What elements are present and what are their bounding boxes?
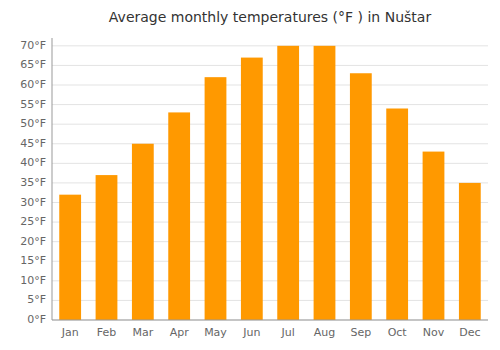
bar: [241, 58, 263, 320]
x-tick-label: Aug: [314, 326, 335, 339]
grid-line: [52, 143, 488, 144]
bar: [96, 175, 118, 320]
y-tick-label: 5°F: [27, 293, 46, 306]
grid-line: [52, 85, 488, 86]
bar: [168, 112, 190, 320]
x-tick-label: Feb: [97, 326, 116, 339]
x-tick-label: Jul: [281, 326, 295, 339]
y-tick-label: 35°F: [20, 176, 46, 189]
x-tick-label: May: [204, 326, 227, 339]
x-tick-label: Oct: [388, 326, 408, 339]
bar: [59, 195, 81, 320]
bar: [314, 46, 336, 320]
x-tick-label: Dec: [459, 326, 480, 339]
y-axis-line: [52, 38, 53, 320]
bar: [205, 77, 227, 320]
y-tick-label: 0°F: [27, 313, 46, 326]
grid-line: [52, 104, 488, 105]
bar: [350, 73, 372, 320]
x-tick-label: Jun: [242, 326, 260, 339]
y-tick-label: 45°F: [20, 137, 46, 150]
chart-title: Average monthly temperatures (°F ) in Nu…: [109, 9, 432, 25]
y-tick-label: 30°F: [20, 196, 46, 209]
y-tick-label: 25°F: [20, 215, 46, 228]
bar: [459, 183, 481, 320]
chart: Average monthly temperatures (°F ) in Nu…: [0, 0, 500, 350]
x-tick-label: Mar: [132, 326, 153, 339]
bar: [132, 144, 154, 320]
x-axis-line: [52, 320, 488, 321]
grid-line: [52, 65, 488, 66]
y-tick-label: 70°F: [20, 39, 46, 52]
grid-line: [52, 320, 488, 321]
bars: [59, 46, 480, 320]
y-tick-label: 15°F: [20, 254, 46, 267]
x-tick-label: Apr: [170, 326, 190, 339]
y-tick-label: 55°F: [20, 98, 46, 111]
y-tick-label: 65°F: [20, 58, 46, 71]
x-tick-label: Nov: [423, 326, 445, 339]
y-tick-label: 50°F: [20, 117, 46, 130]
grid-line: [52, 45, 488, 46]
x-tick-label: Jan: [61, 326, 79, 339]
y-tick-label: 40°F: [20, 156, 46, 169]
y-tick-label: 10°F: [20, 274, 46, 287]
bar: [423, 152, 445, 320]
bar: [386, 109, 408, 321]
y-tick-label: 20°F: [20, 235, 46, 248]
y-tick-label: 60°F: [20, 78, 46, 91]
grid: [52, 46, 488, 320]
bar: [277, 46, 299, 320]
chart-container: Average monthly temperatures (°F ) in Nu…: [0, 0, 500, 350]
x-tick-label: Sep: [350, 326, 371, 339]
grid-line: [52, 124, 488, 125]
